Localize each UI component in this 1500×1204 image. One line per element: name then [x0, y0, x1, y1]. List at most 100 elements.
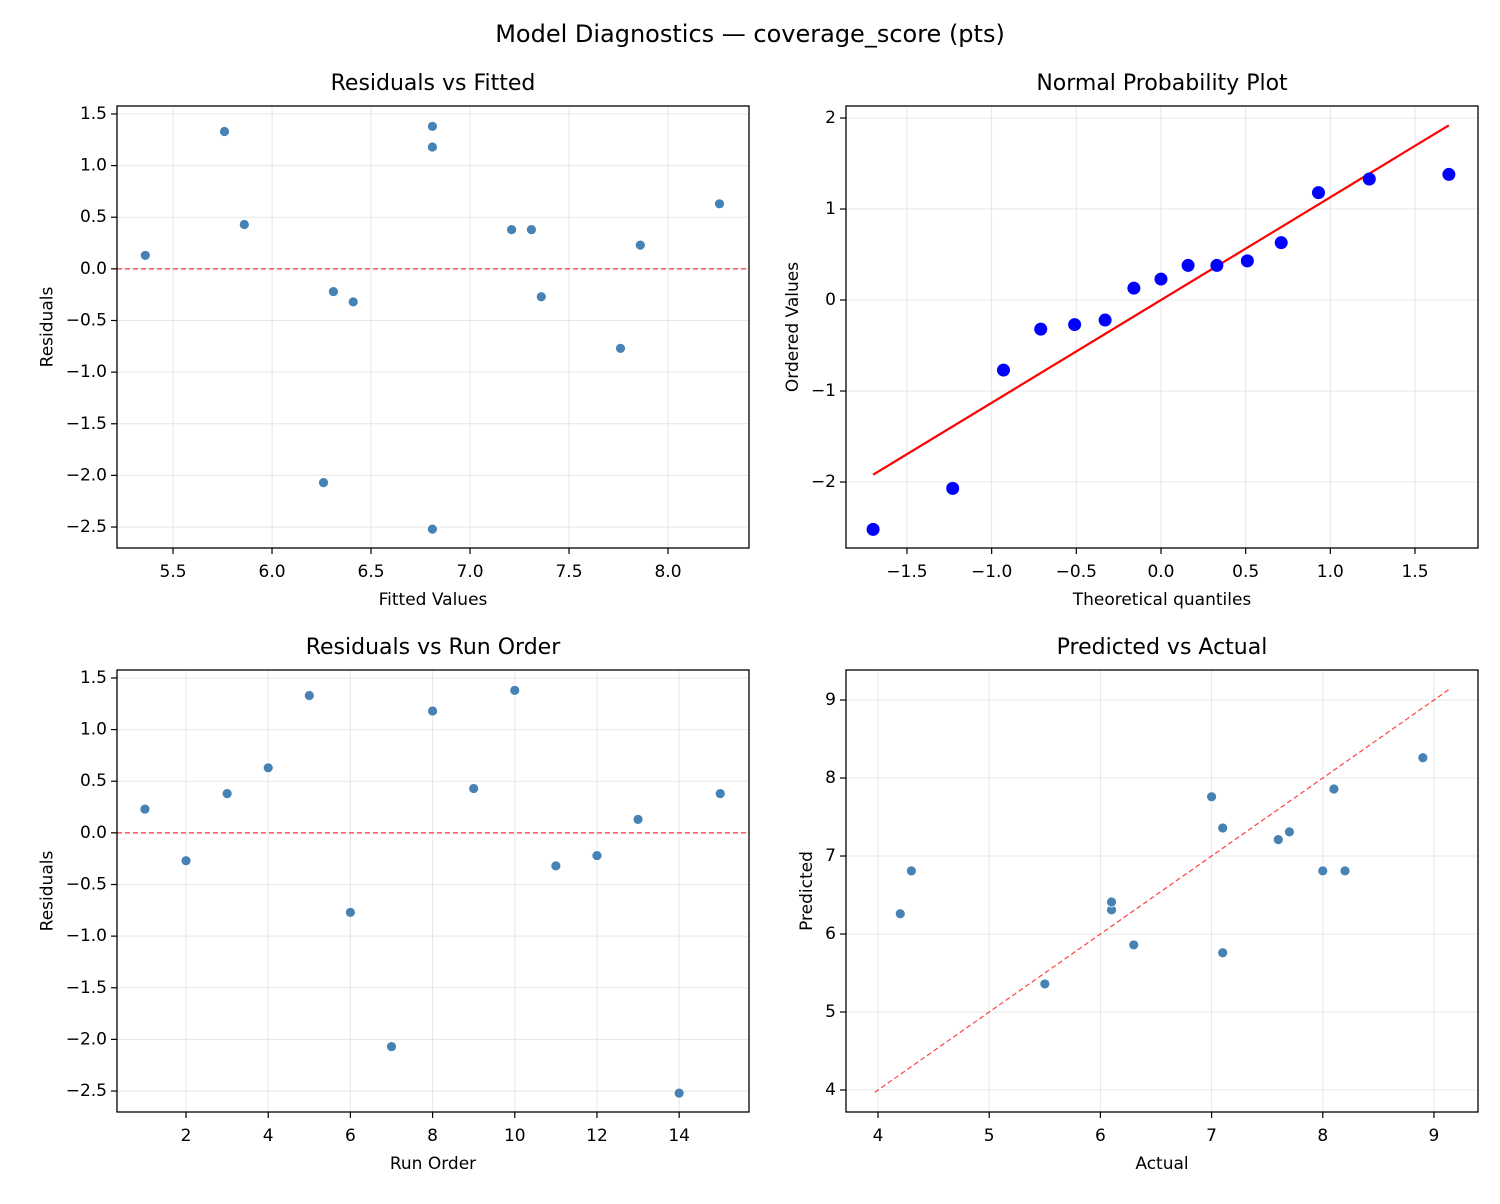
x-tick-label: 6.0 [259, 562, 286, 582]
x-tick-label: 0.5 [1232, 562, 1259, 582]
y-tick-label: 0.0 [80, 259, 107, 279]
x-tick-label: 7.5 [555, 562, 582, 582]
y-axis-label: Ordered Values [783, 262, 803, 392]
subplot-title: Residuals vs Fitted [331, 71, 536, 96]
point [1106, 896, 1117, 908]
point [1272, 834, 1284, 846]
point [139, 250, 151, 261]
x-axis-label: Fitted Values [379, 590, 488, 610]
y-tick-label: −1.0 [66, 926, 107, 946]
point [238, 219, 250, 230]
fit-line [872, 124, 1450, 476]
point [1206, 791, 1217, 803]
point [506, 224, 518, 236]
axes-frame [116, 669, 750, 1113]
point [673, 1087, 685, 1099]
y-tick-label: 1 [825, 199, 836, 219]
x-axis-label: Theoretical quantiles [1072, 590, 1252, 610]
subplot-title: Residuals vs Run Order [306, 635, 561, 660]
point [347, 296, 359, 308]
x-tick-label: −1.5 [886, 562, 927, 582]
point [1098, 313, 1112, 327]
point [615, 342, 626, 354]
y-tick-label: −2.5 [66, 517, 107, 537]
point [1417, 752, 1429, 764]
y-tick-label: −1.0 [66, 362, 107, 382]
point [427, 120, 438, 132]
y-tick-label: −0.5 [66, 874, 107, 894]
point [427, 705, 438, 717]
point [1127, 281, 1141, 295]
point [1217, 822, 1229, 834]
point [262, 762, 274, 774]
y-tick-label: 5 [825, 1002, 836, 1022]
point [427, 523, 438, 535]
y-tick-label: 1.0 [80, 156, 107, 176]
y-tick-label: 8 [825, 768, 836, 788]
point [1210, 258, 1224, 272]
axes-frame [845, 105, 1479, 549]
point [1328, 783, 1340, 795]
x-tick-label: 6 [345, 1126, 356, 1146]
y-tick-label: −2.5 [66, 1081, 107, 1101]
subplot: Residuals vs Run Order 2 4 6 8 10 12 14 −2.5 −2.0… [38, 635, 750, 1174]
y-tick-label: 4 [825, 1080, 836, 1100]
y-tick-label: 7 [825, 846, 836, 866]
x-tick-label: 5 [984, 1126, 995, 1146]
x-tick-label: 5.5 [160, 562, 187, 582]
point [1339, 865, 1351, 877]
x-tick-label: 12 [586, 1126, 608, 1146]
y-tick-label: 0.5 [80, 771, 107, 791]
y-tick-label: 1.0 [80, 720, 107, 740]
point [535, 291, 547, 303]
point [714, 198, 725, 210]
point [221, 788, 233, 800]
subplot: Normal Probability Plot −1.5 −1.0 −0.5 0.0 0.… [783, 71, 1479, 610]
y-axis-label: Predicted [797, 851, 817, 931]
point [318, 477, 329, 489]
x-tick-label: 7.0 [457, 562, 484, 582]
x-tick-label: 8 [1317, 1126, 1328, 1146]
x-tick-label: −0.5 [1056, 562, 1097, 582]
point [1284, 826, 1295, 838]
x-tick-label: 1.0 [1317, 562, 1344, 582]
y-tick-label: −2 [811, 472, 836, 492]
subplot: Predicted vs Actual 4 5 6 7 8 9 4 5 6 7 8 9 Actual Pre… [797, 635, 1479, 1174]
point [634, 239, 646, 251]
figure-title: Model Diagnostics — coverage_score (pts) [495, 20, 1005, 48]
subplot-title: Predicted vs Actual [1057, 635, 1268, 660]
y-axis-label: Residuals [38, 287, 58, 368]
y-axis-label: Residuals [38, 851, 58, 932]
point [139, 803, 151, 815]
point [1217, 947, 1229, 959]
point [345, 906, 356, 918]
x-tick-label: 14 [668, 1126, 690, 1146]
point [427, 141, 438, 153]
x-tick-label: −1.0 [971, 562, 1012, 582]
y-tick-label: 0.5 [80, 207, 107, 227]
y-tick-label: 6 [825, 924, 836, 944]
x-axis-label: Actual [1135, 1154, 1188, 1174]
point [1442, 167, 1456, 181]
y-tick-label: 9 [825, 690, 836, 710]
point [1240, 254, 1254, 268]
point [1311, 186, 1325, 200]
point [591, 850, 603, 861]
point [180, 855, 192, 867]
y-tick-label: −1.5 [66, 978, 107, 998]
x-tick-label: 9 [1429, 1126, 1440, 1146]
point [866, 522, 880, 536]
x-tick-label: 4 [263, 1126, 274, 1146]
point [1128, 939, 1140, 951]
point [550, 860, 562, 872]
axes-frame [845, 669, 1479, 1113]
point [1034, 322, 1048, 336]
x-tick-label: 2 [181, 1126, 192, 1146]
x-tick-label: 1.5 [1401, 562, 1428, 582]
x-tick-label: 4 [873, 1126, 884, 1146]
x-tick-label: 7 [1206, 1126, 1217, 1146]
point [1068, 318, 1082, 332]
point [386, 1041, 397, 1053]
subplot: Residuals vs Fitted 5.5 6.0 6.5 7.0 7.5 8.0 −2.… [38, 71, 750, 610]
